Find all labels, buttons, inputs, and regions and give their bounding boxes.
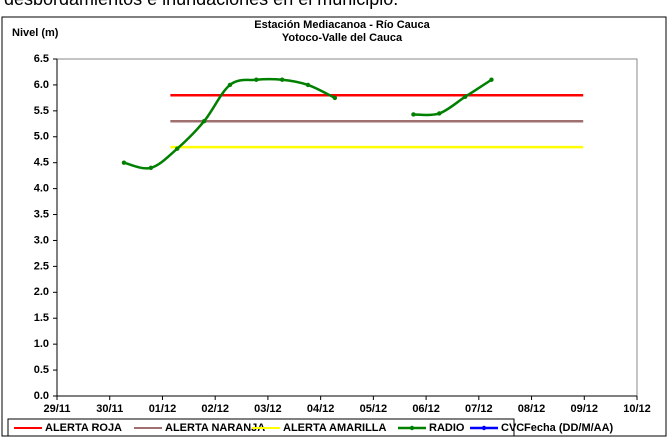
series-line <box>123 77 493 170</box>
x-tick-label: 08/12 <box>518 403 546 415</box>
data-point <box>437 111 442 116</box>
data-point <box>227 82 233 88</box>
data-point <box>332 95 338 101</box>
y-tick-label: 3.0 <box>34 234 49 246</box>
data-point <box>305 82 311 88</box>
y-axis-label: Nivel (m) <box>12 27 59 39</box>
data-point <box>279 77 285 82</box>
x-tick-label: 10/12 <box>623 403 651 415</box>
chart-subtitle: Yotoco-Valle del Cauca <box>282 32 403 44</box>
legend-marker <box>481 425 487 431</box>
y-tick-label: 5.5 <box>34 105 49 117</box>
x-tick-label: 01/12 <box>149 403 177 415</box>
x-tick-label: 05/12 <box>360 403 388 415</box>
data-point <box>121 160 127 165</box>
legend-label: ALERTA ROJA <box>45 422 122 434</box>
x-tick-label: 04/12 <box>307 403 335 415</box>
legend-marker <box>409 425 415 431</box>
x-tick-label: 02/12 <box>201 403 229 415</box>
caption: desbordamientos e inundaciones en el mun… <box>4 0 398 9</box>
y-tick-label: 6.0 <box>34 79 49 91</box>
y-tick-label: 1.5 <box>34 312 49 324</box>
data-point <box>254 77 259 82</box>
data-point <box>148 165 154 171</box>
y-tick-label: 2.0 <box>34 286 49 298</box>
y-tick-label: 4.0 <box>34 183 49 195</box>
y-tick-label: 3.5 <box>34 208 49 220</box>
y-tick-label: 2.5 <box>34 260 49 272</box>
y-tick-label: 4.5 <box>34 157 49 169</box>
x-tick-label: 06/12 <box>412 403 440 415</box>
legend-label: ALERTA AMARILLA <box>283 422 387 434</box>
x-tick-label: 07/12 <box>465 403 493 415</box>
legend-label: RADIO <box>429 422 465 434</box>
y-tick-label: 0.5 <box>34 364 49 376</box>
legend-label: CVC <box>501 422 524 434</box>
x-tick-label: 09/12 <box>571 403 599 415</box>
x-axis-label: Fecha (DD/M/AA) <box>524 422 614 434</box>
data-point <box>411 112 416 117</box>
chart-border <box>1 16 667 437</box>
data-point <box>462 94 468 100</box>
x-tick-label: 29/11 <box>44 403 71 415</box>
data-point <box>201 119 207 124</box>
x-tick-label: 03/12 <box>254 403 282 415</box>
data-point <box>489 77 494 82</box>
data-point <box>175 146 180 151</box>
y-tick-label: 5.0 <box>34 131 49 143</box>
y-tick-label: 6.5 <box>34 53 49 65</box>
x-tick-label: 30/11 <box>96 403 123 415</box>
legend-label: ALERTA NARANJA <box>165 422 265 434</box>
plot-area <box>56 58 638 397</box>
chart-title: Estación Mediacanoa - Río Cauca <box>254 19 430 31</box>
y-tick-label: 0.0 <box>34 390 49 402</box>
y-tick-label: 1.0 <box>34 338 49 350</box>
